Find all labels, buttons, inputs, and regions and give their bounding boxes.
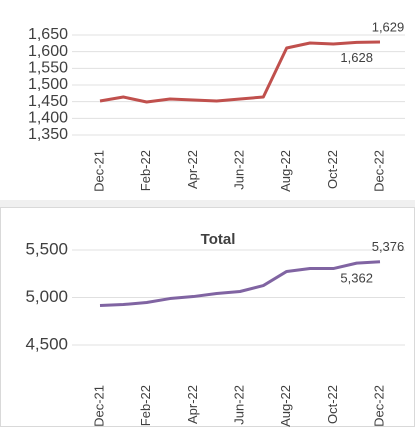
x-tick-label: Dec-22 [371, 150, 386, 192]
y-tick-label: 1,450 [28, 93, 68, 110]
line [99, 40, 381, 104]
x-tick-label: Dec-21 [91, 385, 106, 427]
x-tick-label: Oct-22 [325, 385, 340, 424]
x-tick-label: Dec-21 [91, 150, 106, 192]
data-label: 1,629 [372, 19, 405, 34]
y-tick-label: 5,000 [25, 287, 68, 306]
y-tick-label: 1,650 [28, 26, 68, 43]
x-tick-label: Aug-22 [278, 385, 293, 427]
x-tick-label: Jun-22 [231, 150, 246, 190]
line [99, 260, 381, 307]
x-tick-label: Jun-22 [231, 385, 246, 425]
x-tick-label: Apr-22 [185, 150, 200, 189]
x-tick-label: Oct-22 [325, 150, 340, 189]
x-tick-label: Aug-22 [278, 150, 293, 192]
y-tick-label: 1,350 [28, 126, 68, 143]
y-tick-label: 4,500 [25, 334, 68, 353]
y-tick-label: 1,400 [28, 110, 68, 127]
y-tick-label: 1,500 [28, 76, 68, 93]
data-label: 5,376 [372, 239, 405, 254]
data-label: 5,362 [340, 271, 373, 286]
x-tick-label: Dec-22 [371, 385, 386, 427]
x-tick-label: Feb-22 [138, 385, 153, 426]
y-tick-label: 1,550 [28, 60, 68, 77]
y-tick-label: 1,600 [28, 43, 68, 60]
x-tick-label: Apr-22 [185, 385, 200, 424]
data-label: 1,628 [340, 50, 373, 65]
x-tick-label: Feb-22 [138, 150, 153, 191]
y-tick-label: 5,500 [25, 239, 68, 258]
panel [0, 207, 415, 427]
chart-title: Total [201, 231, 236, 248]
